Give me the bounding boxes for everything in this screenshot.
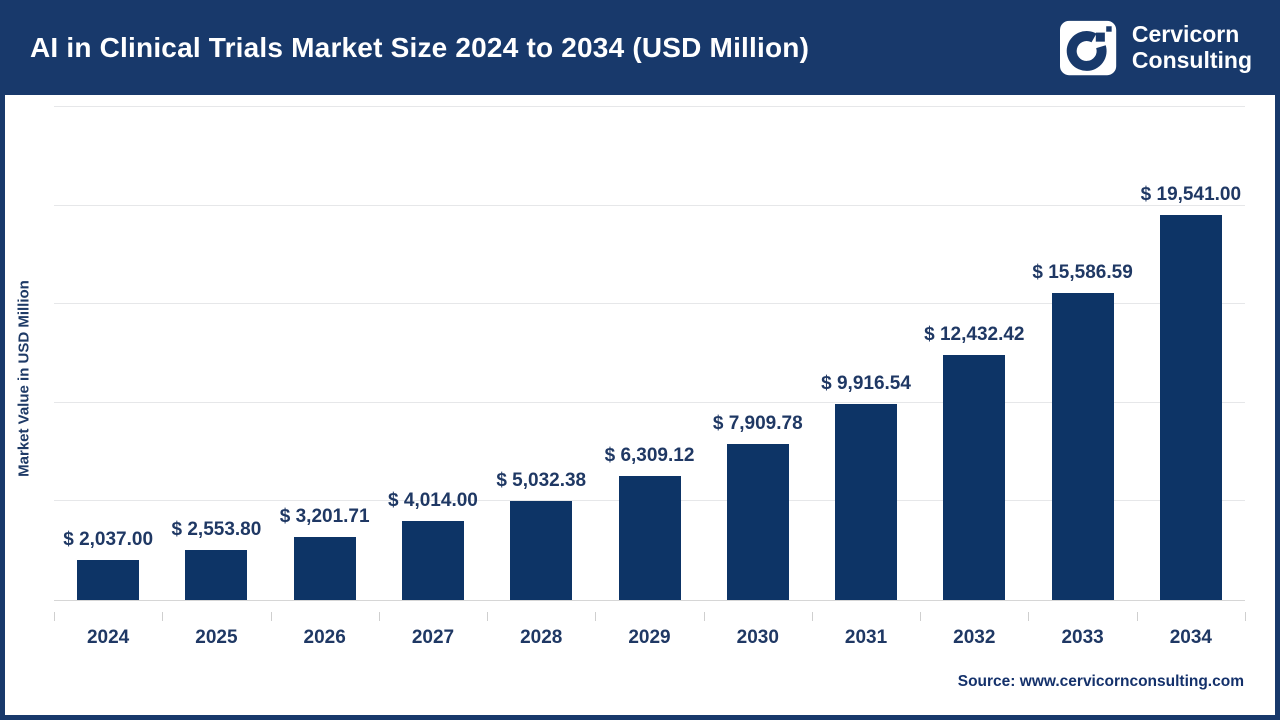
bar-2033: [1051, 293, 1114, 600]
x-axis-label-2024: 2024: [86, 627, 130, 648]
source-text: Source: www.cervicornconsulting.com: [957, 673, 1244, 690]
x-axis-tick: [703, 612, 705, 621]
x-axis-tick: [811, 612, 813, 621]
value-label-2025: $ 2,553.80: [171, 519, 262, 540]
cervicorn-logo-icon: [1059, 20, 1117, 75]
x-axis-label-2026: 2026: [303, 627, 346, 648]
y-axis-title: Market Value in USD Million: [15, 280, 33, 477]
x-axis-label-2032: 2032: [953, 627, 996, 648]
x-axis-line: [54, 600, 1245, 601]
value-label-2027: $ 4,014.00: [388, 490, 478, 511]
x-axis-tick: [162, 612, 164, 621]
value-label-2031: $ 9,916.54: [821, 373, 911, 394]
value-label-2028: $ 5,032.38: [496, 470, 587, 491]
gridline: [54, 401, 1245, 403]
x-axis-label-2030: 2030: [736, 627, 779, 648]
bar-2026: [293, 537, 356, 600]
x-axis-label-2034: 2034: [1169, 627, 1212, 648]
chart-area: Market Value in USD Million $ 2,037.00 20…: [0, 95, 1280, 720]
x-axis-tick: [378, 612, 380, 621]
bar-2025: [185, 550, 248, 600]
value-label-2034: $ 19,541.00: [1140, 184, 1242, 205]
gridline: [54, 106, 1245, 107]
value-label-2030: $ 7,909.78: [712, 413, 803, 434]
gridline: [54, 303, 1245, 305]
gridline: [54, 204, 1245, 206]
page-title: AI in Clinical Trials Market Size 2024 t…: [30, 31, 810, 63]
bar-2034: [1159, 215, 1222, 600]
brand-logo: Cervicorn Consulting: [1058, 19, 1252, 77]
plot-area: $ 2,037.00 2024 $ 2,553.80 2025 $ 3,201.71 20…: [54, 106, 1246, 648]
value-label-2033: $ 15,586.59: [1032, 262, 1133, 283]
brand-name-line1: Cervicorn: [1131, 20, 1240, 47]
x-axis-label-2028: 2028: [520, 627, 563, 648]
x-axis-tick: [1136, 612, 1138, 621]
bar-2032: [943, 355, 1006, 600]
x-axis-tick: [1028, 612, 1030, 621]
value-label-2032: $ 12,432.42: [924, 324, 1025, 345]
x-axis-tick: [595, 612, 597, 621]
x-axis-label-2027: 2027: [411, 627, 455, 648]
bar-2029: [618, 476, 681, 600]
value-label-2026: $ 3,201.71: [279, 506, 370, 527]
x-axis-label-2029: 2029: [628, 627, 671, 648]
brand-name-line2: Consulting: [1131, 46, 1252, 73]
x-axis-tick: [920, 612, 922, 621]
x-axis-label-2025: 2025: [195, 627, 238, 648]
x-axis-tick: [54, 612, 55, 621]
header-banner: AI in Clinical Trials Market Size 2024 t…: [0, 0, 1280, 95]
bar-2027: [401, 521, 464, 600]
bar-2030: [726, 444, 789, 600]
value-label-2024: $ 2,037.00: [63, 529, 154, 550]
bar-2024: [77, 560, 140, 600]
x-axis-tick: [1245, 612, 1246, 621]
bar-2031: [835, 404, 898, 600]
bar-2028: [510, 501, 573, 600]
x-axis-tick: [487, 612, 489, 621]
x-axis-tick: [270, 612, 272, 621]
x-axis-label-2033: 2033: [1061, 627, 1104, 648]
x-axis-label-2031: 2031: [844, 627, 888, 648]
brand-name: Cervicorn Consulting: [1131, 20, 1252, 74]
value-label-2029: $ 6,309.12: [604, 445, 695, 466]
